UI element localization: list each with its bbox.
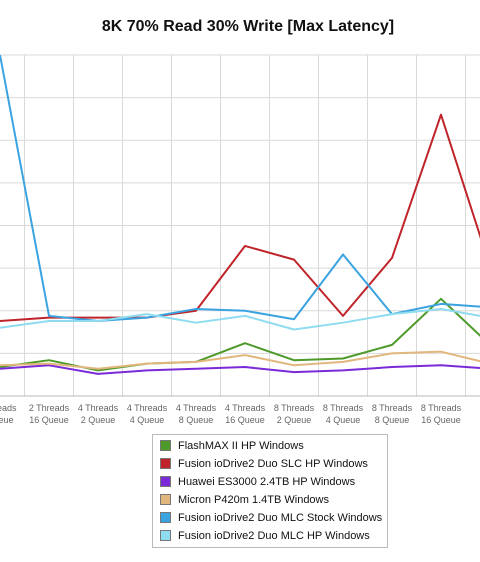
- legend-item: FlashMAX II HP Windows: [153, 437, 387, 455]
- legend-swatch: [160, 512, 171, 523]
- x-tick-label: 8 Threads 16 Queue: [421, 403, 462, 425]
- chart-title: 8K 70% Read 30% Write [Max Latency]: [101, 18, 395, 35]
- legend-item: Fusion ioDrive2 Duo SLC HP Windows: [153, 455, 387, 473]
- series-line-2: [0, 113, 480, 322]
- legend-label: Fusion ioDrive2 Duo MLC Stock Windows: [178, 512, 383, 524]
- legend-label: Fusion ioDrive2 Duo MLC HP Windows: [178, 530, 370, 542]
- series-line-4: [0, 350, 480, 370]
- legend-swatch: [160, 494, 171, 505]
- legend-swatch: [160, 476, 171, 487]
- legend-label: FlashMAX II HP Windows: [178, 440, 304, 452]
- legend-item: Micron P420m 1.4TB Windows: [153, 491, 387, 509]
- x-tick-label: 8 Threads 8 Queue: [372, 403, 413, 425]
- legend-label: Huawei ES3000 2.4TB HP Windows: [178, 476, 356, 488]
- x-tick-label: ThreadsQueue: [0, 403, 17, 425]
- series-line-1: [0, 297, 480, 372]
- legend-item: Fusion ioDrive2 Duo MLC Stock Windows: [153, 509, 387, 527]
- series-lines: [0, 54, 480, 375]
- legend-item: Fusion ioDrive2 Duo MLC HP Windows: [153, 527, 387, 545]
- legend-swatch: [160, 458, 171, 469]
- x-tick-label: 4 Threads 2 Queue: [78, 403, 119, 425]
- x-tick-label: 8 Threads 2 Queue: [274, 403, 315, 425]
- x-tick-label: 4 Threads 16 Queue: [225, 403, 266, 425]
- legend-item: Huawei ES3000 2.4TB HP Windows: [153, 473, 387, 491]
- x-tick-label: 2 Threads 16 Queue: [29, 403, 70, 425]
- x-tick-label: 4 Threads 4 Queue: [127, 403, 168, 425]
- legend-label: Fusion ioDrive2 Duo SLC HP Windows: [178, 458, 368, 470]
- x-tick-label: 8 Threads 4 Queue: [323, 403, 364, 425]
- series-line-3: [0, 364, 480, 375]
- legend-swatch: [160, 530, 171, 541]
- series-line-5: [0, 54, 480, 322]
- x-tick-label: 4 Threads 8 Queue: [176, 403, 217, 425]
- grid: [0, 54, 480, 397]
- legend-swatch: [160, 440, 171, 451]
- legend: FlashMAX II HP Windows Fusion ioDrive2 Du…: [152, 434, 388, 548]
- legend-label: Micron P420m 1.4TB Windows: [178, 494, 329, 506]
- series-line-6: [0, 308, 480, 331]
